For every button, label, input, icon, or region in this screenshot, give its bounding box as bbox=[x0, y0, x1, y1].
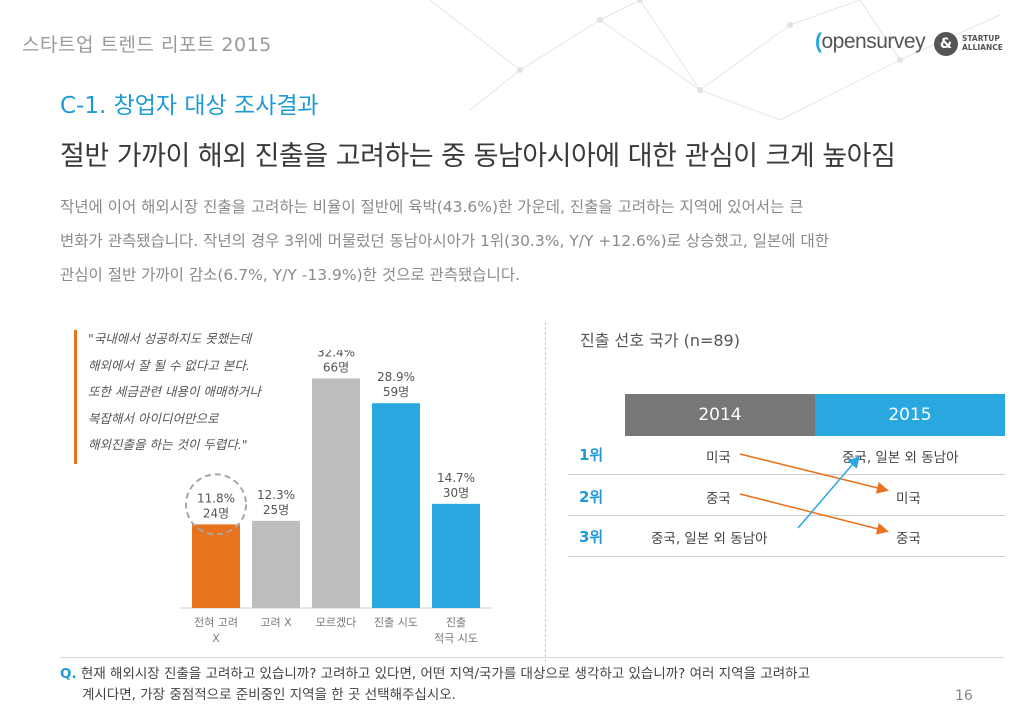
rank2-2014-cell: 중국 bbox=[706, 491, 731, 507]
opensurvey-logo-mark-icon: ( bbox=[815, 30, 822, 53]
summary-line: 변화가 관측됐습니다. 작년의 경우 3위에 머물렀던 동남아시아가 1위(30… bbox=[60, 232, 829, 250]
quote-line: 복잡해서 아이디어만으로 bbox=[88, 410, 219, 426]
respondent-quote: "국내에서 성공하지도 못했는데 해외에서 잘 될 수 없다고 본다. 또한 세… bbox=[88, 326, 261, 459]
quote-line: 해외에서 잘 될 수 없다고 본다. bbox=[88, 357, 250, 373]
question-line1: 현재 해외시장 진출을 고려하고 있습니까? 고려하고 있다면, 어떤 지역/국… bbox=[80, 666, 810, 682]
row-divider bbox=[568, 474, 1005, 475]
summary-line: 작년에 이어 해외시장 진출을 고려하는 비율이 절반에 육박(43.6%)한 … bbox=[60, 198, 804, 216]
category-label: 전혀 고려 bbox=[194, 616, 238, 629]
bar bbox=[312, 378, 360, 608]
bar bbox=[372, 403, 420, 608]
rank-label: 1위 bbox=[579, 446, 604, 464]
quote-line: 또한 세금관련 내용이 애매하거나 bbox=[88, 384, 261, 399]
question-marker: Q. bbox=[60, 666, 77, 682]
summary-line: 관심이 절반 가까이 감소(6.7%, Y/Y -13.9%)한 것으로 관측됐… bbox=[60, 266, 521, 284]
arrow-us-down bbox=[739, 453, 889, 494]
startup-alliance-line2: ALLIANCE bbox=[962, 43, 1003, 52]
bar-count-label: 30명 bbox=[443, 486, 469, 500]
quote-accent-bar bbox=[74, 330, 77, 464]
quote-line: 해외진출을 하는 것이 두렵다." bbox=[88, 437, 248, 452]
bar bbox=[252, 520, 300, 608]
arrow-china-down bbox=[739, 493, 889, 535]
quote-line: "국내에서 성공하지도 못했는데 bbox=[88, 331, 252, 346]
rank1-2015-cell: 중국, 일본 외 동남아 bbox=[842, 450, 959, 466]
category-label: 진출 시도 bbox=[374, 616, 418, 629]
bar-count-label: 25명 bbox=[263, 503, 289, 517]
row-divider bbox=[568, 556, 1005, 557]
column-header-2014: 2014 bbox=[625, 394, 815, 436]
startup-alliance-logo-icon: & bbox=[934, 32, 958, 56]
bar-percent-label: 14.7% bbox=[437, 471, 475, 485]
arrow-southeast-asia-up bbox=[797, 455, 860, 529]
survey-question: Q. 현재 해외시장 진출을 고려하고 있습니까? 고려하고 있다면, 어떤 지… bbox=[60, 664, 810, 706]
report-title: 스타트업 트렌드 리포트 2015 bbox=[22, 34, 272, 56]
bar bbox=[432, 503, 480, 608]
category-label: 고려 X bbox=[260, 616, 292, 629]
category-label: 모르겠다 bbox=[316, 616, 356, 629]
bar-percent-label: 11.8% bbox=[197, 491, 235, 505]
summary-paragraph: 작년에 이어 해외시장 진출을 고려하는 비율이 절반에 육박(43.6%)한 … bbox=[60, 190, 1000, 292]
bar-count-label: 66명 bbox=[323, 360, 349, 374]
headline: 절반 가까이 해외 진출을 고려하는 중 동남아시아에 대한 관심이 크게 높아… bbox=[60, 141, 896, 172]
section-label: C-1. 창업자 대상 조사결과 bbox=[60, 93, 319, 119]
category-label: X bbox=[212, 632, 220, 645]
preference-table-title: 진출 선호 국가 (n=89) bbox=[580, 331, 740, 350]
question-line2: 계시다면, 가장 중점적으로 준비중인 지역을 한 곳 선택해주십시오. bbox=[82, 687, 456, 703]
bar-percent-label: 28.9% bbox=[377, 370, 415, 384]
rank2-2015-cell: 미국 bbox=[896, 491, 921, 507]
column-divider bbox=[545, 322, 546, 662]
category-label: 진출 bbox=[446, 616, 466, 629]
opensurvey-logo: (opensurvey bbox=[815, 30, 926, 54]
bar-count-label: 24명 bbox=[203, 506, 229, 520]
rank-label: 3위 bbox=[579, 528, 604, 546]
bar-percent-label: 32.4% bbox=[317, 350, 355, 359]
bar bbox=[192, 524, 240, 608]
bar-count-label: 59명 bbox=[383, 385, 409, 399]
row-divider bbox=[568, 515, 1005, 516]
rank1-2014-cell: 미국 bbox=[706, 450, 731, 466]
category-label: 적극 시도 bbox=[434, 632, 478, 645]
startup-alliance-line1: STARTUP bbox=[962, 34, 1000, 43]
opensurvey-logo-text: opensurvey bbox=[821, 30, 926, 53]
rank-label: 2위 bbox=[579, 488, 604, 506]
rank-change-arrows bbox=[739, 453, 889, 535]
bar-percent-label: 12.3% bbox=[257, 488, 295, 502]
rank3-2015-cell: 중국 bbox=[896, 531, 921, 547]
startup-alliance-logo-text: STARTUP ALLIANCE bbox=[962, 34, 1003, 52]
column-header-2015: 2015 bbox=[815, 394, 1005, 436]
page-number: 16 bbox=[955, 688, 973, 704]
rank3-2014-cell: 중국, 일본 외 동남아 bbox=[651, 531, 768, 547]
footer-divider bbox=[60, 657, 1004, 658]
